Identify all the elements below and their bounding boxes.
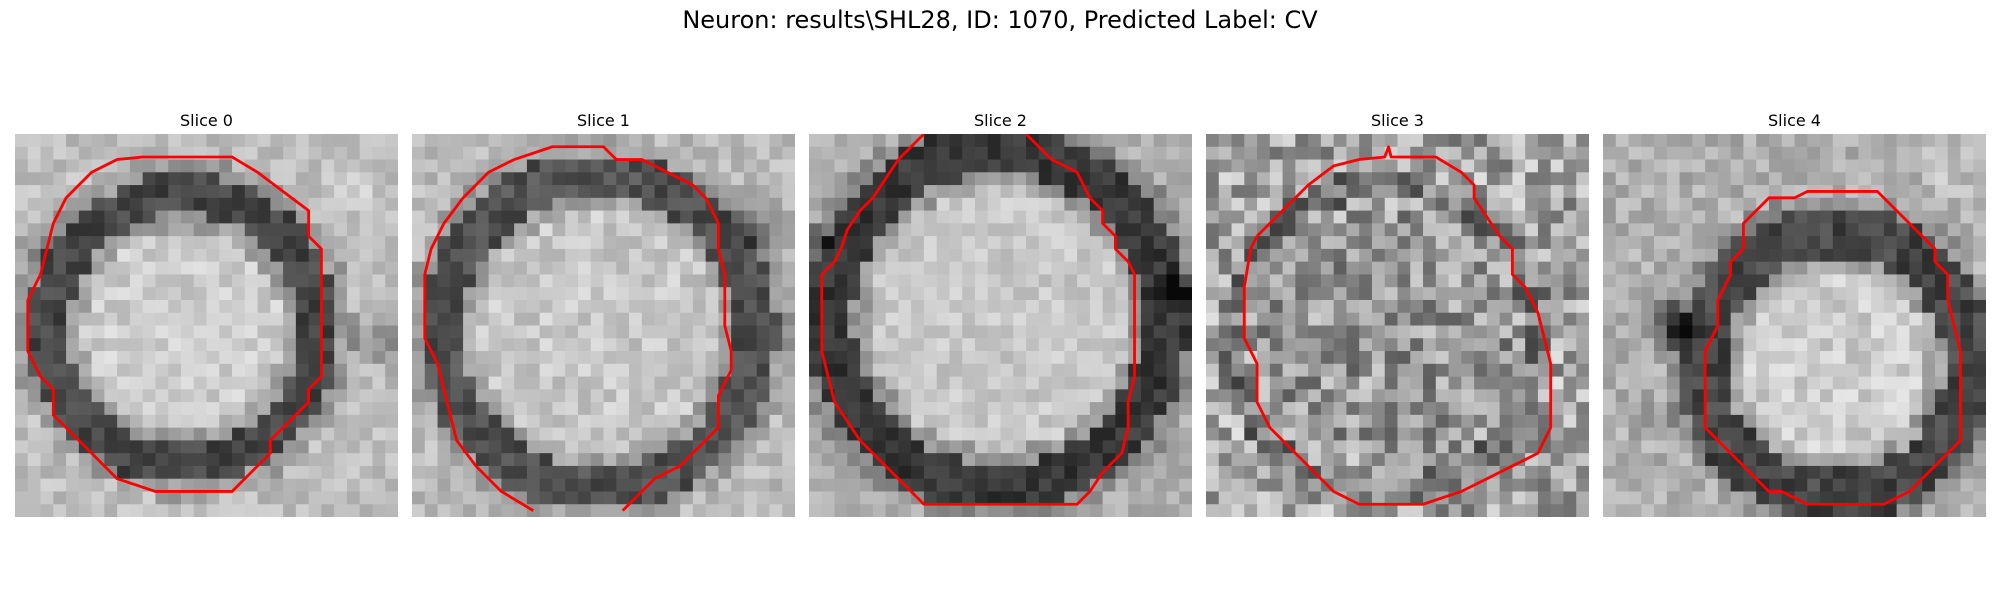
cell-contour-1	[423, 145, 733, 512]
figure-title: Neuron: results\SHL28, ID: 1070, Predict…	[682, 6, 1318, 34]
slice-title-0: Slice 0	[180, 111, 233, 130]
slice-panel-2: Slice 2	[809, 108, 1192, 517]
slice-image-1	[412, 134, 795, 517]
slice-title-3: Slice 3	[1371, 111, 1424, 130]
slice-title-1: Slice 1	[577, 111, 630, 130]
slice-panel-0: Slice 0	[15, 108, 398, 517]
cell-contour-3	[1242, 145, 1553, 506]
slice-title-2: Slice 2	[974, 111, 1027, 130]
slice-panel-4: Slice 4	[1603, 108, 1986, 517]
slice-image-4	[1603, 134, 1986, 517]
slice-image-3	[1206, 134, 1589, 517]
slice-panel-3: Slice 3	[1206, 108, 1589, 517]
slice-title-4: Slice 4	[1768, 111, 1821, 130]
cell-contour-2	[820, 134, 1136, 506]
cell-contour-0	[26, 155, 323, 493]
slice-panel-1: Slice 1	[412, 108, 795, 517]
slice-image-2	[809, 134, 1192, 517]
slice-image-0	[15, 134, 398, 517]
cell-contour-4	[1703, 190, 1962, 506]
